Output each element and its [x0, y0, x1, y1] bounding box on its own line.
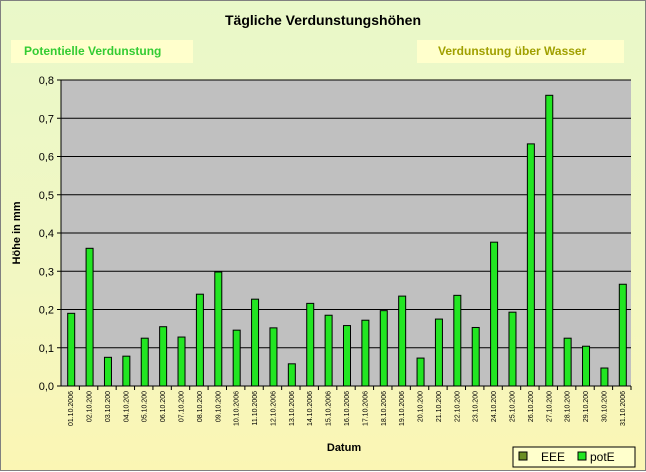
- bar-pote: [103, 356, 112, 387]
- bar-pote: [600, 367, 609, 387]
- bar-pote: [159, 326, 168, 387]
- x-tick-label: 19.10.2006: [399, 391, 406, 426]
- x-tick-label: 27.10.200: [546, 391, 553, 422]
- bar-pote: [287, 363, 296, 387]
- annotation-water-box: [417, 40, 624, 63]
- x-tick-label: 13.10.2006: [289, 391, 296, 426]
- x-tick-label: 24.10.200: [491, 391, 498, 422]
- bar-pote: [379, 310, 388, 387]
- x-tick-label: 29.10.200: [583, 391, 590, 422]
- bar-pote: [618, 283, 627, 387]
- x-tick-label: 08.10.200: [197, 391, 204, 422]
- chart-title: Tägliche Verdunstungshöhen: [225, 12, 421, 28]
- bar-pote: [140, 337, 149, 387]
- y-tick-label: 0,5: [39, 190, 54, 202]
- y-tick-label: 0,8: [39, 75, 54, 87]
- y-tick-label: 0,4: [39, 228, 54, 240]
- legend-label-pote: potE: [590, 450, 615, 464]
- y-ticks: 0,0 0,1 0,2 0,3 0,4 0,5 0,6 0,7 0,8: [39, 75, 61, 393]
- gridlines: [61, 79, 631, 349]
- x-tick-label: 12.10.2006: [270, 391, 277, 426]
- legend-label-eee: EEE: [541, 450, 565, 464]
- x-tick-label: 07.10.200: [179, 391, 186, 422]
- bar-pote: [269, 327, 278, 387]
- y-tick-label: 0,7: [39, 113, 54, 125]
- bar-pote: [177, 336, 186, 387]
- x-tick-label: 05.10.200: [142, 391, 149, 422]
- x-tick-label: 14.10.2006: [307, 391, 314, 426]
- x-tick-label: 31.10.2006: [620, 391, 627, 426]
- x-tick-label: 02.10.200: [87, 391, 94, 422]
- annotation-water-text: Verdunstung über Wasser: [438, 44, 587, 58]
- bar-pote: [471, 326, 480, 387]
- x-ticks: 01.10.2006 02.10.200 03.10.200 04.10.200 05.…: [68, 386, 632, 426]
- y-tick-label: 0,6: [39, 152, 54, 164]
- bar-pote: [361, 319, 370, 387]
- x-tick-label: 17.10.2006: [362, 391, 369, 426]
- x-tick-label: 22.10.200: [454, 391, 461, 422]
- bar-pote: [324, 314, 333, 387]
- annotation-potential-text: Potentielle Verdunstung: [24, 44, 161, 58]
- bar-pote: [343, 325, 351, 387]
- x-tick-label: 25.10.200: [509, 391, 516, 422]
- annotation-potential: Potentielle Verdunstung: [11, 40, 193, 63]
- bar-pote: [526, 143, 535, 387]
- x-tick-label: 03.10.200: [105, 391, 112, 422]
- bar-pote: [582, 345, 591, 387]
- bar-pote: [195, 293, 204, 387]
- bar-pote: [416, 357, 425, 387]
- x-axis-title: Datum: [327, 442, 361, 454]
- x-tick-label: 04.10.200: [123, 391, 130, 422]
- y-tick-label: 0,2: [39, 305, 54, 317]
- x-tick-label: 09.10.200: [215, 391, 222, 422]
- bar-pote: [563, 337, 572, 387]
- x-tick-label: 23.10.200: [473, 391, 480, 422]
- legend: EEE potE: [512, 446, 636, 468]
- x-tick-label: 21.10.200: [436, 391, 443, 422]
- legend-box: [512, 446, 636, 468]
- annotation-potential-box: [11, 40, 193, 63]
- x-tick-label: 01.10.2006: [68, 391, 75, 426]
- bar-pote: [453, 294, 462, 387]
- bar-pote: [306, 302, 315, 387]
- bar-pote: [214, 271, 223, 387]
- y-tick-label: 0,1: [39, 343, 54, 355]
- x-tick-label: 28.10.200: [565, 391, 572, 422]
- x-tick-label: 20.10.200: [418, 391, 425, 422]
- x-tick-label: 16.10.2006: [344, 391, 351, 426]
- bar-pote: [508, 311, 517, 387]
- y-tick-label: 0,3: [39, 266, 54, 278]
- y-axis-title: Höhe in mm: [11, 201, 23, 264]
- y-tick-label: 0,0: [39, 381, 54, 393]
- bars: [67, 94, 627, 387]
- x-tick-label: 15.10.2006: [326, 391, 333, 426]
- bar-pote: [122, 355, 131, 387]
- bar-pote: [398, 295, 407, 387]
- bar-pote: [545, 94, 554, 387]
- annotation-water: Verdunstung über Wasser: [417, 40, 624, 63]
- bar-pote: [232, 329, 241, 387]
- x-tick-label: 10.10.2006: [234, 391, 241, 426]
- x-tick-label: 18.10.2006: [381, 391, 388, 426]
- x-tick-label: 26.10.200: [528, 391, 535, 422]
- bar-pote: [251, 298, 260, 387]
- legend-swatch-pote: [577, 451, 587, 461]
- bar-pote: [85, 247, 94, 387]
- bar-pote: [67, 312, 76, 387]
- legend-swatch-eee: [518, 451, 528, 461]
- bar-pote: [490, 241, 499, 387]
- bar-pote: [434, 318, 443, 387]
- x-tick-label: 30.10.200: [601, 391, 608, 422]
- x-tick-label: 06.10.200: [160, 391, 167, 422]
- x-tick-label: 11.10.2006: [252, 391, 259, 426]
